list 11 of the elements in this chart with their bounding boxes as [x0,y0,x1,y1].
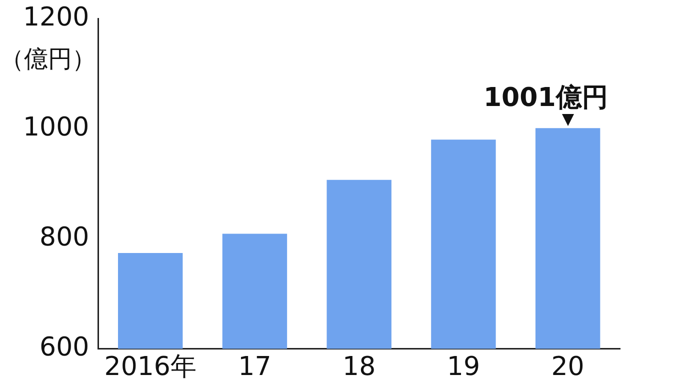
y-tick-label: 600 [40,332,90,363]
x-tick-label: 17 [238,352,272,382]
y-axis-title: （億円） [0,44,96,73]
x-tick-label: 19 [446,352,480,382]
x-tick-label: 20 [551,352,584,382]
annotation: 1001億円 [483,82,608,113]
y-tick-label: 1200 [22,2,90,32]
y-tick-label: 1000 [22,112,90,142]
x-tick-label: 18 [342,352,376,382]
y-tick-label: 800 [40,222,90,252]
x-tick-label: 2016年 [104,352,196,382]
